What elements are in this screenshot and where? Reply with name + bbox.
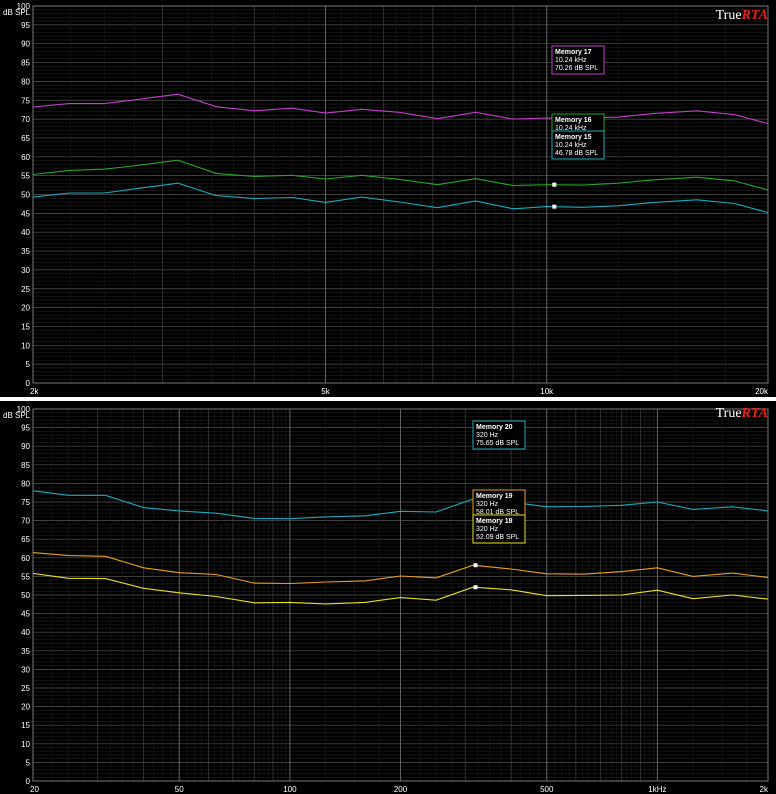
y-tick-label: 95 [21, 21, 30, 30]
y-tick-label: 45 [21, 209, 30, 218]
series-line-memory-16 [32, 159, 769, 191]
y-axis-label: dB SPL [3, 411, 31, 420]
y-tick-label: 25 [21, 684, 30, 693]
series-line-memory-18 [32, 572, 769, 605]
rta-chart-bottom-svg: 0 5 10 15 20 25 30 35 40 45 50 55 60 65 70 75 80 85 90 95 10… [3, 405, 769, 794]
plot-frame [32, 5, 769, 384]
annotation-text: 46.78 dB SPL [555, 150, 598, 157]
annotation-text: Memory 15 [555, 134, 592, 141]
annotation-frame [551, 45, 605, 75]
x-tick-label: 100 [283, 785, 297, 794]
y-tick-label: 100 [17, 2, 31, 11]
y-tick-label: 45 [21, 610, 30, 619]
x-tick-label: 200 [394, 785, 408, 794]
x-tick-label: 2k [30, 387, 39, 396]
y-tick-label: 85 [21, 461, 30, 470]
y-tick-label: 80 [21, 479, 30, 488]
annotation-frame [472, 420, 526, 450]
y-tick-label: 100 [17, 405, 31, 414]
y-tick-label: 75 [21, 96, 30, 105]
y-tick-label: 85 [21, 59, 30, 68]
annotation-text: 75.65 dB SPL [476, 440, 519, 447]
y-tick-label: 50 [21, 591, 30, 600]
y-tick-label: 70 [21, 517, 30, 526]
y-tick-label: 55 [21, 172, 30, 181]
annotation-frame [551, 130, 605, 160]
annotation-text: 10.24 kHz [555, 125, 587, 132]
x-tick-label: 1kHz [648, 785, 666, 794]
y-tick-label: 0 [26, 379, 31, 388]
y-tick-label: 35 [21, 647, 30, 656]
y-tick-label: 65 [21, 134, 30, 143]
annotation-text: Memory 16 [555, 117, 592, 124]
rta-chart-top-svg: 0 5 10 15 20 25 30 35 40 45 50 55 60 65 70 75 80 85 90 95 10… [3, 2, 769, 396]
y-tick-label: 55 [21, 572, 30, 581]
y-axis-label: dB SPL [3, 8, 31, 17]
x-tick-label: 10k [540, 387, 554, 396]
y-tick-label: 40 [21, 628, 30, 637]
x-tick-label: 5k [321, 387, 330, 396]
y-tick-label: 60 [21, 554, 30, 563]
annotation-text: Memory 18 [476, 518, 513, 525]
y-tick-label: 25 [21, 285, 30, 294]
series-line-memory-20 [32, 490, 769, 520]
x-tick-label: 2k [760, 785, 769, 794]
y-tick-label: 70 [21, 115, 30, 124]
annotation-text: 320 Hz [476, 501, 499, 508]
y-tick-label: 5 [26, 758, 31, 767]
y-tick-label: 60 [21, 153, 30, 162]
x-tick-label: 20k [755, 387, 769, 396]
y-tick-label: 15 [21, 721, 30, 730]
y-tick-label: 0 [26, 777, 31, 786]
y-tick-label: 30 [21, 266, 30, 275]
annotation-text: 58.01 dB SPL [476, 509, 519, 516]
cursor-marker [552, 182, 557, 187]
y-tick-label: 20 [21, 703, 30, 712]
rta-chart-bottom: 0 5 10 15 20 25 30 35 40 45 50 55 60 65 70 75 80 85 90 95 10… [0, 401, 776, 794]
series-line-memory-19 [32, 552, 769, 585]
annotation-text: 52.09 dB SPL [476, 534, 519, 541]
annotation-frame [472, 514, 526, 544]
annotation-text: Memory 20 [476, 424, 513, 431]
y-tick-label: 90 [21, 442, 30, 451]
y-tick-label: 65 [21, 535, 30, 544]
y-tick-label: 30 [21, 665, 30, 674]
annotation-text: 320 Hz [476, 432, 499, 439]
y-tick-label: 95 [21, 424, 30, 433]
y-tick-label: 75 [21, 498, 30, 507]
annotation-text: 10.24 kHz [555, 142, 587, 149]
annotation-text: 320 Hz [476, 526, 499, 533]
annotation-text: Memory 17 [555, 49, 592, 56]
y-tick-label: 20 [21, 304, 30, 313]
y-tick-label: 10 [21, 341, 30, 350]
x-tick-label: 50 [175, 785, 184, 794]
cursor-marker [552, 204, 557, 209]
y-tick-label: 5 [26, 360, 31, 369]
annotation-text: 70.26 dB SPL [555, 65, 598, 72]
x-tick-label: 500 [540, 785, 554, 794]
series-line-memory-15 [32, 182, 769, 214]
series-line-memory-17 [32, 93, 769, 125]
rta-chart-top: 0 5 10 15 20 25 30 35 40 45 50 55 60 65 70 75 80 85 90 95 10… [0, 0, 776, 397]
y-tick-label: 80 [21, 77, 30, 86]
plot-frame [32, 408, 769, 782]
y-tick-label: 35 [21, 247, 30, 256]
annotation-text: Memory 19 [476, 493, 513, 500]
y-tick-label: 10 [21, 740, 30, 749]
y-tick-label: 40 [21, 228, 30, 237]
y-tick-label: 50 [21, 191, 30, 200]
y-tick-label: 15 [21, 322, 30, 331]
annotation-text: 10.24 kHz [555, 57, 587, 64]
cursor-marker [473, 563, 478, 568]
x-tick-label: 20 [30, 785, 39, 794]
truerta-logo: TrueRTA [716, 8, 768, 23]
y-tick-label: 90 [21, 40, 30, 49]
truerta-logo: TrueRTA [716, 406, 768, 421]
cursor-marker [473, 585, 478, 590]
